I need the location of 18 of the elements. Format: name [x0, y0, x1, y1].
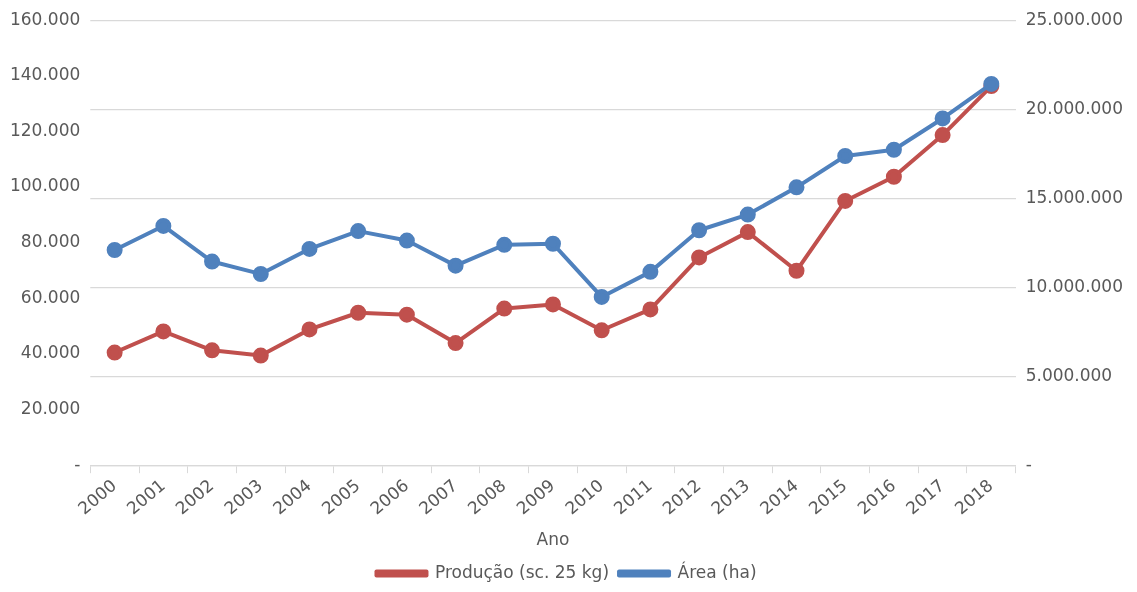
legend-label: Produção (sc. 25 kg) — [434, 561, 610, 582]
x-axis-title: Ano — [536, 529, 570, 550]
y2-tick-label: - — [1025, 453, 1032, 474]
y-tick-label: 100.000 — [9, 175, 81, 196]
legend-label: Área (ha) — [677, 560, 757, 582]
y2-tick-label: 25.000.000 — [1025, 8, 1124, 29]
y-tick-label: - — [74, 453, 81, 474]
y-tick-label: 160.000 — [9, 8, 81, 29]
y2-tick-label: 20.000.000 — [1025, 97, 1124, 118]
y2-tick-label: 10.000.000 — [1025, 275, 1124, 296]
y-tick-label: 120.000 — [9, 119, 81, 140]
y-tick-label: 20.000 — [20, 397, 81, 418]
y-tick-label: 40.000 — [20, 342, 81, 363]
y-tick-label: 80.000 — [20, 231, 81, 252]
y2-tick-label: 5.000.000 — [1025, 364, 1113, 385]
y-tick-label: 60.000 — [20, 286, 81, 307]
y-tick-label: 140.000 — [9, 64, 81, 85]
y2-tick-label: 15.000.000 — [1025, 186, 1124, 207]
